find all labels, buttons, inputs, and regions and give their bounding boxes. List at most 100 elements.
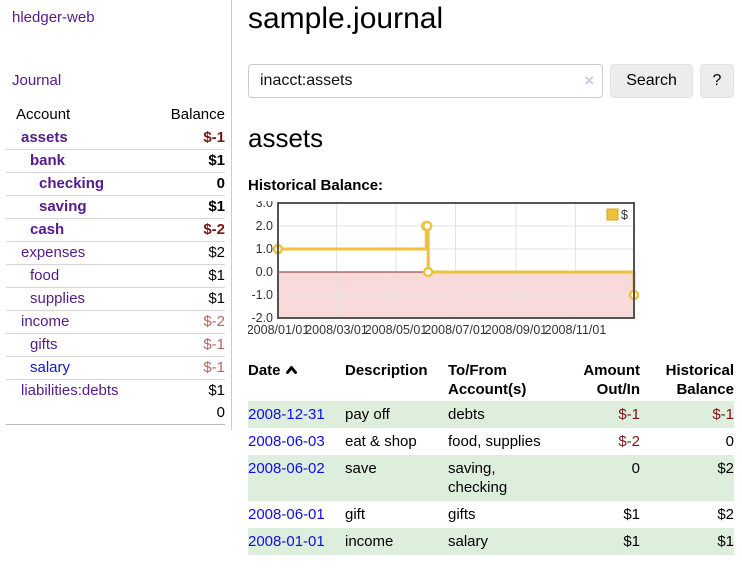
transaction-description: eat & shop: [345, 433, 417, 450]
transaction-balance: 0: [725, 433, 734, 450]
register-col-date-label: Date: [248, 362, 281, 379]
account-balance: $1: [153, 264, 225, 288]
transaction-balance: $-1: [712, 406, 734, 423]
transaction-amount: $-1: [618, 406, 640, 423]
x-tick-label: 2008/09/01: [485, 323, 548, 337]
legend-swatch: [606, 208, 619, 221]
transaction-amount: $1: [623, 533, 640, 550]
x-tick-label: 2008/03/01: [305, 323, 368, 337]
chart-title: Historical Balance:: [248, 177, 384, 194]
account-row: saving $1: [6, 195, 225, 219]
account-row: bank $1: [6, 149, 225, 173]
clear-search-icon[interactable]: ×: [584, 71, 595, 90]
account-link[interactable]: checking: [39, 175, 105, 192]
legend-label: $: [621, 208, 628, 222]
register-table: Date Description To/From Account(s) Amou…: [248, 359, 734, 555]
x-tick-label: 2008/05/01: [365, 323, 428, 337]
register-row: 2008-06-03 eat & shop food, supplies $-2…: [248, 428, 734, 455]
accounts-total-row: 0: [6, 402, 225, 425]
transaction-date-link[interactable]: 2008-06-01: [248, 506, 325, 523]
sidebar: hledger-web Journal Account Balance asse…: [0, 0, 232, 430]
page-title: sample.journal: [248, 2, 444, 35]
transaction-balance: $1: [717, 533, 734, 550]
account-balance: $1: [153, 195, 225, 219]
account-link[interactable]: cash: [30, 221, 65, 238]
register-col-amount: Amount Out/In: [583, 362, 640, 398]
account-row: supplies $1: [6, 287, 225, 311]
historical-balance-chart[interactable]: 3.0 2.0 1.0 0.0 -1.0 -2.02008/01/012008/03/01…: [247, 196, 740, 341]
accounts-total-balance: 0: [153, 402, 225, 425]
account-row: assets $-1: [6, 127, 225, 150]
sort-ascending-icon: [285, 366, 297, 374]
transaction-accounts: salary: [448, 533, 489, 550]
y-tick-label: 3.0: [256, 201, 273, 210]
transaction-date-link[interactable]: 2008-06-03: [248, 433, 325, 450]
account-row: food $1: [6, 264, 225, 288]
transaction-balance: $2: [717, 506, 734, 523]
register-table-body: 2008-12-31 pay off debts $-1 $-1 2008-06…: [248, 401, 734, 555]
transaction-date-link[interactable]: 2008-12-31: [248, 406, 325, 423]
accounts-table-body: assets $-1 bank $1 checking 0 saving $1 …: [6, 127, 225, 402]
y-tick-label: 1.0: [256, 242, 273, 256]
account-link[interactable]: bank: [30, 152, 66, 169]
transaction-date-link[interactable]: 2008-01-01: [248, 533, 325, 550]
help-button[interactable]: ?: [699, 64, 734, 98]
transaction-accounts: gifts: [448, 506, 476, 523]
account-link[interactable]: expenses: [21, 244, 86, 261]
register-row: 2008-12-31 pay off debts $-1 $-1: [248, 401, 734, 428]
account-link[interactable]: income: [21, 313, 70, 330]
transaction-description: pay off: [345, 406, 390, 423]
account-link[interactable]: supplies: [30, 290, 86, 307]
account-balance: $1: [153, 149, 225, 173]
account-row: gifts $-1: [6, 333, 225, 357]
chart-container: 3.0 2.0 1.0 0.0 -1.0 -2.0 2008/01/01 2008/03/01…: [247, 196, 734, 345]
register-col-balance: Historical Balance: [665, 362, 734, 398]
account-link[interactable]: liabilities:debts: [21, 382, 119, 399]
account-heading: assets: [248, 123, 324, 153]
account-balance: $-1: [153, 333, 225, 357]
register-row: 2008-06-02 save saving, checking 0 $2: [248, 455, 734, 501]
transaction-amount: 0: [631, 460, 640, 477]
transaction-description: income: [345, 533, 394, 550]
accounts-table: Account Balance assets $-1 bank $1 check…: [6, 103, 225, 425]
transaction-amount: $-2: [618, 433, 640, 450]
register-row: 2008-06-01 gift gifts $1 $2: [248, 501, 734, 528]
transaction-amount: $1: [623, 506, 640, 523]
y-tick-label: -2.0: [251, 311, 273, 325]
transaction-accounts: saving, checking: [448, 460, 508, 496]
main-pane: sample.journal × Search ? assets Histori…: [247, 0, 734, 555]
account-row: income $-2: [6, 310, 225, 334]
account-row: expenses $2: [6, 241, 225, 265]
transaction-description: save: [345, 460, 377, 477]
data-point-marker: [421, 220, 433, 232]
register-col-date[interactable]: Date: [248, 359, 345, 401]
transaction-date-link[interactable]: 2008-06-02: [248, 460, 325, 477]
search-input[interactable]: [248, 64, 604, 98]
sidebar-item-journal[interactable]: Journal: [12, 72, 62, 89]
account-link[interactable]: food: [30, 267, 60, 284]
account-balance: $-2: [153, 218, 225, 242]
accounts-col-account: Account: [16, 106, 71, 123]
y-tick-label: -1.0: [251, 288, 273, 302]
app-title-link[interactable]: hledger-web: [12, 9, 95, 26]
account-balance: $-1: [203, 129, 225, 146]
account-link[interactable]: gifts: [30, 336, 58, 353]
account-balance: 0: [153, 172, 225, 196]
transaction-accounts: food, supplies: [448, 433, 541, 450]
data-point-marker: [422, 266, 434, 278]
x-tick-label: 2008/07/01: [424, 323, 487, 337]
account-balance: $1: [153, 287, 225, 311]
register-row: 2008-01-01 income salary $1 $1: [248, 528, 734, 555]
account-link[interactable]: saving: [39, 198, 87, 215]
account-row: cash $-2: [6, 218, 225, 242]
account-row: salary $-1: [6, 356, 225, 380]
account-link[interactable]: salary: [30, 359, 71, 376]
account-link[interactable]: assets: [21, 129, 68, 146]
accounts-col-balance: Balance: [170, 106, 225, 123]
search-button[interactable]: Search: [610, 64, 693, 98]
transaction-accounts: debts: [448, 406, 485, 423]
x-tick-label: 2008/11/01: [545, 323, 607, 337]
register-col-tofrom: To/From Account(s): [448, 362, 527, 398]
transaction-description: gift: [345, 506, 366, 523]
search-form: × Search ?: [248, 64, 734, 98]
